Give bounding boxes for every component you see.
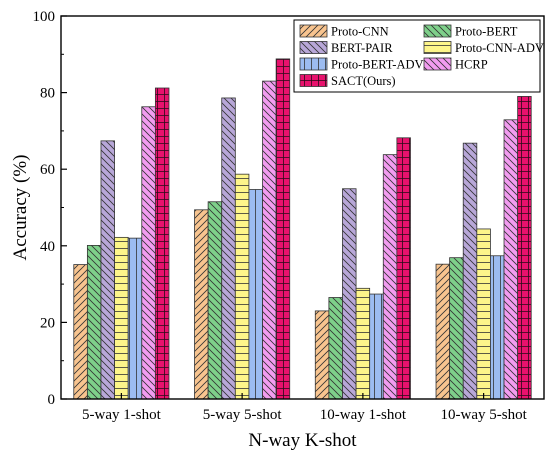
- y-tick-label: 80: [40, 86, 55, 102]
- bar-proto-bert-adv-1: [248, 189, 263, 400]
- bar-proto-bert-3: [449, 257, 464, 400]
- legend-swatch: [299, 24, 328, 38]
- bar-sact-ours--2: [396, 137, 411, 400]
- axis-layer: 0 20 40 60 80 100 5-way 1-shot 5-way 5-shot 10-w…: [33, 9, 528, 423]
- legend-label: HCRP: [455, 58, 488, 72]
- bar-proto-bert-0: [86, 245, 102, 400]
- legend-label: BERT-PAIR: [331, 41, 393, 55]
- bar-proto-cnn-2: [314, 310, 330, 400]
- bar-proto-cnn-adv-0: [114, 236, 129, 400]
- bar-proto-cnn-0: [73, 264, 88, 400]
- bar-hcrp-0: [141, 106, 156, 400]
- bar-proto-bert-adv-0: [127, 237, 143, 400]
- x-axis-title: N-way K-shot: [248, 430, 357, 451]
- bar-proto-cnn-1: [194, 209, 209, 400]
- bar-sact-ours--3: [517, 96, 532, 400]
- y-tick-label: 40: [40, 239, 55, 255]
- x-tick-label: 5-way 1-shot: [82, 407, 162, 423]
- legend: Proto-CNN Proto-BERT BERT-PAIR Proto-CNN-AD…: [293, 19, 544, 93]
- bar-hcrp-2: [382, 154, 398, 400]
- bar-proto-cnn-adv-3: [476, 228, 491, 400]
- legend-swatch: [423, 57, 452, 71]
- bar-proto-bert-adv-3: [490, 255, 505, 400]
- bar-proto-cnn-adv-1: [234, 173, 250, 400]
- legend-swatch: [423, 24, 452, 38]
- bar-proto-bert-2: [328, 297, 343, 400]
- bar-proto-bert-adv-2: [369, 293, 384, 400]
- bar-proto-cnn-adv-2: [355, 287, 371, 400]
- y-tick-label: 100: [33, 9, 56, 25]
- legend-swatch: [299, 74, 328, 87]
- legend-label: Proto-CNN-ADV: [455, 41, 544, 55]
- legend-swatch: [299, 41, 328, 54]
- x-tick-label: 10-way 1-shot: [320, 407, 407, 423]
- bar-bert-pair-2: [342, 188, 357, 400]
- legend-label: Proto-BERT-ADV: [331, 58, 424, 72]
- bar-bert-pair-0: [100, 140, 115, 400]
- bar-bert-pair-3: [462, 142, 478, 400]
- bar-proto-cnn-3: [435, 263, 451, 400]
- bar-hcrp-1: [262, 80, 277, 400]
- legend-label: SACT(Ours): [331, 74, 396, 88]
- y-tick-label: 60: [40, 162, 55, 178]
- x-tick-label: 5-way 5-shot: [203, 407, 283, 423]
- bar-sact-ours--1: [275, 58, 291, 400]
- bar-proto-bert-1: [207, 201, 223, 400]
- bar-sact-ours--0: [154, 87, 170, 400]
- bars-layer: [73, 58, 532, 400]
- x-tick-label: 10-way 5-shot: [441, 407, 528, 423]
- legend-swatch: [423, 41, 452, 54]
- bar-bert-pair-1: [221, 97, 236, 400]
- legend-label: Proto-CNN: [331, 25, 389, 39]
- y-tick-label: 0: [48, 392, 56, 408]
- legend-swatch: [299, 57, 328, 71]
- legend-box: [293, 19, 541, 93]
- y-axis-title: Accuracy (%): [10, 154, 31, 260]
- legend-label: Proto-BERT: [455, 25, 518, 39]
- bar-hcrp-3: [503, 119, 519, 400]
- y-tick-label: 20: [40, 315, 55, 331]
